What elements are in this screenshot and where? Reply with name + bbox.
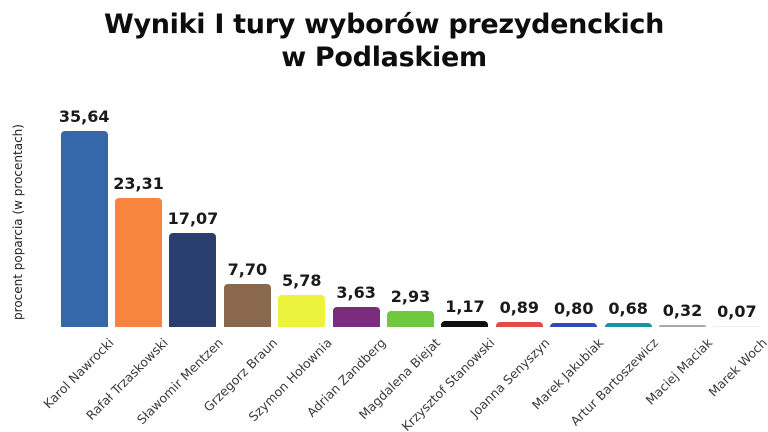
- bar-adrian-zandberg: [332, 307, 380, 327]
- bar-group-grzegorz-braun: 7,70 Grzegorz Braun: [200, 107, 280, 415]
- bar-rafa-trzaskowski: [115, 198, 163, 327]
- bar-magdalena-biejat: [387, 311, 435, 327]
- bar-szymon-ho-ownia: [278, 295, 326, 327]
- bar-group-marek-jakubiak: 0,80 Marek Jakubiak: [529, 107, 607, 413]
- bar-karol-nawrocki: [60, 131, 108, 327]
- chart-title-line1: Wyniki I tury wyborów prezydenckich: [103, 9, 665, 40]
- bar-group-szymon-ho-ownia: 5,78 Szymon Hołownia: [245, 107, 334, 424]
- x-axis-label-krzysztof-stanowski: Krzysztof Stanowski: [398, 335, 498, 432]
- bar-artur-bartoszewicz: [604, 323, 652, 327]
- bar-value-label: 0,32: [662, 301, 703, 320]
- bar-value-label: 0,68: [608, 299, 648, 318]
- bar-value-label: 1,17: [445, 297, 485, 316]
- bar-group-adrian-zandberg: 3,63 Adrian Zandberg: [304, 107, 389, 420]
- chart-title-line2: w Podlaskiem: [281, 41, 487, 73]
- bar-value-label: 0,89: [499, 298, 540, 317]
- bar-value-label: 5,78: [282, 271, 322, 290]
- bar-value-label: 35,64: [58, 107, 110, 126]
- bar-value-label: 3,63: [336, 283, 376, 302]
- bar-joanna-senyszyn: [495, 322, 543, 327]
- bar-value-label: 23,31: [113, 174, 164, 193]
- bar-group-s-awomir-mentzen: 17,07 Sławomir Mentzen: [133, 107, 225, 427]
- bar-marek-woch: [713, 326, 761, 327]
- bar-group-karol-nawrocki: 35,64 Karol Nawrocki: [40, 107, 116, 411]
- bar-value-label: 0,07: [717, 302, 757, 321]
- bar-maciej-maciak: [658, 325, 706, 327]
- plot-area: 35,64 Karol Nawrocki 23,31 Rafał Trzaskowsk…: [40, 107, 768, 432]
- bar-krzysztof-stanowski: [441, 321, 489, 327]
- chart-title: Wyniki I tury wyborów prezydenckich w Pod…: [0, 9, 768, 75]
- bar-group-marek-woch: 0,07 Marek Woch: [705, 107, 768, 400]
- bar-grzegorz-braun: [223, 284, 271, 327]
- bar-group-artur-bartoszewicz: 0,68 Artur Bartoszewicz: [567, 107, 661, 429]
- bar-group-joanna-senyszyn: 0,89 Joanna Senyszyn: [467, 107, 552, 420]
- bar-group-maciej-maciak: 0,32 Maciej Maciak: [643, 107, 716, 408]
- bar-marek-jakubiak: [550, 323, 598, 327]
- bar-value-label: 0,80: [553, 299, 594, 318]
- y-axis-label: procent poparcia (w procentach): [11, 124, 25, 320]
- bar-s-awomir-mentzen: [169, 233, 217, 327]
- bar-value-label: 2,93: [390, 287, 431, 306]
- bar-group-krzysztof-stanowski: 1,17 Krzysztof Stanowski: [399, 107, 498, 432]
- bar-value-label: 17,07: [167, 209, 219, 228]
- bar-group-magdalena-biejat: 2,93 Magdalena Biejat: [356, 107, 443, 422]
- bar-group-rafa-trzaskowski: 23,31 Rafał Trzaskowski: [83, 107, 171, 423]
- bar-value-label: 7,70: [227, 260, 268, 279]
